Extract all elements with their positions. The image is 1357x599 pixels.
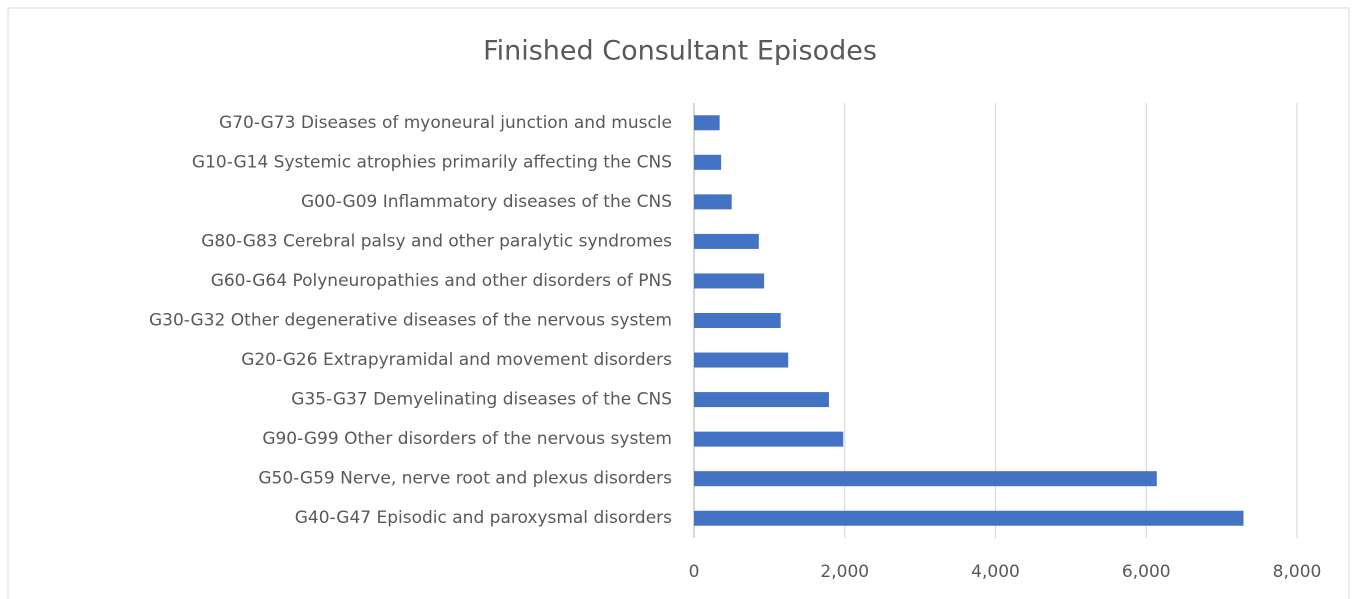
y-tick-label: G20-G26 Extrapyramidal and movement diso… bbox=[241, 350, 672, 370]
y-tick-label: G90-G99 Other disorders of the nervous s… bbox=[262, 429, 672, 449]
bar bbox=[694, 392, 829, 408]
bar bbox=[694, 352, 789, 368]
y-tick-label: G80-G83 Cerebral palsy and other paralyt… bbox=[201, 231, 672, 251]
x-tick-label: 2,000 bbox=[820, 562, 869, 582]
bar bbox=[694, 273, 765, 289]
bar bbox=[694, 431, 844, 447]
bar bbox=[694, 194, 732, 210]
bar bbox=[694, 233, 759, 249]
y-tick-label: G50-G59 Nerve, nerve root and plexus dis… bbox=[258, 469, 672, 489]
y-tick-label: G60-G64 Polyneuropathies and other disor… bbox=[211, 271, 672, 291]
y-tick-label: G10-G14 Systemic atrophies primarily aff… bbox=[192, 152, 672, 172]
x-tick-label: 4,000 bbox=[971, 562, 1020, 582]
bar bbox=[694, 313, 781, 328]
y-tick-label: G40-G47 Episodic and paroxysmal disorder… bbox=[295, 508, 672, 528]
chart-title: Finished Consultant Episodes bbox=[483, 36, 877, 67]
bar bbox=[694, 471, 1157, 487]
chart-frame bbox=[7, 7, 1350, 599]
bar bbox=[694, 115, 720, 131]
y-tick-label: G70-G73 Diseases of myoneural junction a… bbox=[219, 113, 672, 133]
x-tick-label: 0 bbox=[689, 562, 700, 582]
y-tick-label: G30-G32 Other degenerative diseases of t… bbox=[149, 311, 672, 331]
x-tick-label: 6,000 bbox=[1122, 562, 1171, 582]
y-tick-label: G00-G09 Inflammatory diseases of the CNS bbox=[301, 192, 672, 212]
bar bbox=[694, 510, 1244, 526]
y-tick-label: G35-G37 Demyelinating diseases of the CN… bbox=[291, 390, 672, 410]
bar bbox=[694, 154, 722, 170]
x-tick-label: 8,000 bbox=[1273, 562, 1322, 582]
